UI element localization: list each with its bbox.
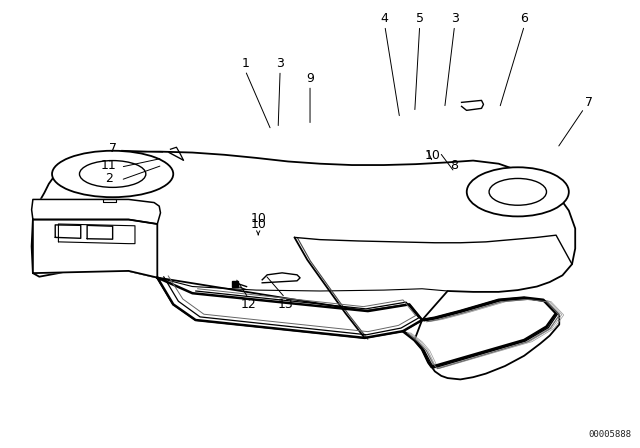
Text: 8: 8 [451,159,459,172]
Text: 5: 5 [416,12,424,25]
Text: 6: 6 [520,12,528,25]
Polygon shape [157,278,422,338]
Text: 10: 10 [425,149,440,162]
Polygon shape [31,152,575,320]
Ellipse shape [79,160,146,187]
Text: 7: 7 [585,96,593,109]
Text: 00005888: 00005888 [588,431,631,439]
Ellipse shape [52,151,173,197]
Polygon shape [157,278,559,379]
Text: 3: 3 [451,12,458,25]
Polygon shape [31,199,161,224]
Polygon shape [33,220,157,278]
Text: 4: 4 [381,12,388,25]
Text: 7: 7 [109,142,116,155]
Ellipse shape [489,178,547,205]
Text: 10: 10 [250,219,266,232]
Text: 12: 12 [241,298,256,311]
Text: 9: 9 [306,72,314,85]
Ellipse shape [467,167,569,216]
Text: 3: 3 [276,57,284,70]
Text: 11: 11 [100,159,116,172]
Text: 2: 2 [105,172,113,185]
Text: 1: 1 [241,57,249,70]
Text: 13: 13 [277,298,293,311]
Text: 10: 10 [250,211,266,224]
